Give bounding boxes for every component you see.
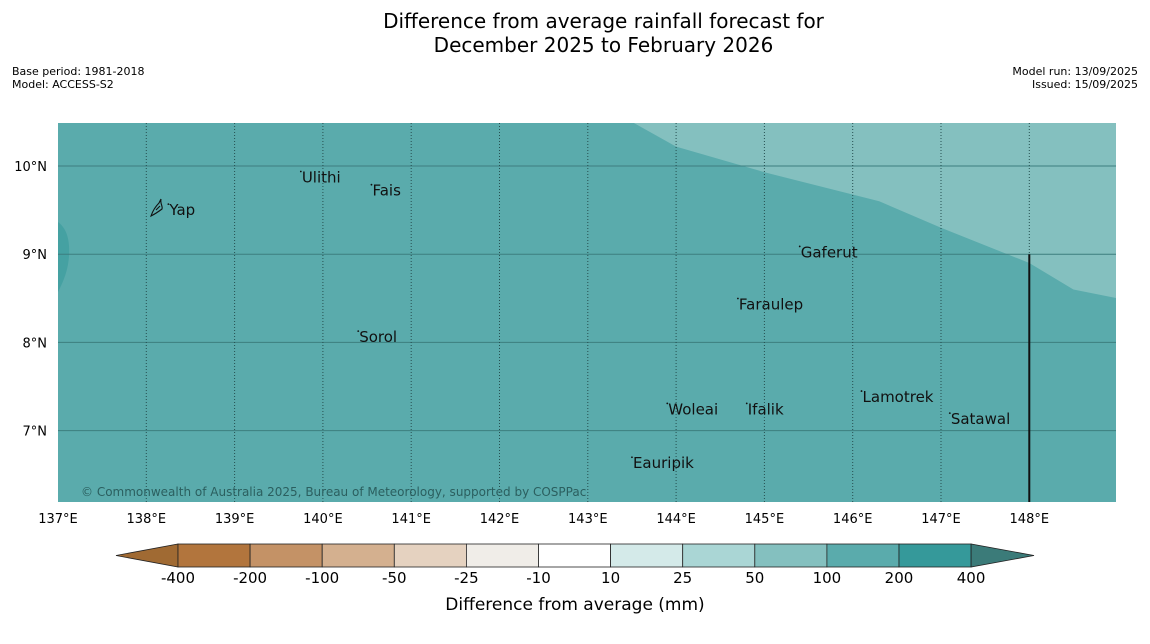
place-label: Eauripik [633, 454, 694, 472]
lon-tick-label: 145°E [745, 512, 785, 527]
longitude-tick-labels: 137°E 138°E 139°E 140°E 141°E 142°E 143°E 144°E… [38, 512, 1049, 527]
legend-tick-labels: -400 -200 -100 -50 -25 -10 10 25 50 100 200 400 [161, 569, 985, 587]
legend-tick-label: 10 [601, 569, 620, 587]
title-line-1: Difference from average rainfall forecas… [383, 9, 824, 33]
lat-tick-label: 8°N [23, 336, 48, 351]
lon-tick-label: 139°E [215, 512, 255, 527]
lon-tick-label: 144°E [656, 512, 696, 527]
copyright-text: © Commonwealth of Australia 2025, Bureau… [81, 485, 586, 499]
lon-tick-label: 148°E [1010, 512, 1050, 527]
lon-tick-label: 147°E [921, 512, 961, 527]
lon-tick-label: 138°E [127, 512, 167, 527]
place-label: Ulithi [302, 168, 341, 186]
west-edge-region [58, 222, 70, 292]
latitude-tick-labels: 10°N 9°N 8°N 7°N [14, 160, 47, 440]
legend-tick-label: -200 [233, 569, 267, 587]
place-labels: Ulithi Fais Yap Gaferut Faraulep Sorol Lamotre… [167, 168, 1010, 472]
place-marker [745, 402, 748, 405]
legend-tick-label: -50 [382, 569, 407, 587]
place-marker [948, 412, 951, 415]
lat-tick-label: 7°N [23, 425, 48, 440]
legend-swatch-max [970, 543, 1035, 568]
legend-swatch [610, 543, 684, 568]
place-marker [370, 183, 373, 186]
legend-swatch [898, 543, 972, 568]
model-run-info: Model run: 13/09/2025 Issued: 15/09/2025 [1012, 65, 1138, 91]
legend-tick-label: 50 [745, 569, 764, 587]
lon-tick-label: 141°E [391, 512, 431, 527]
legend-swatch [393, 543, 467, 568]
legend-tick-label: 200 [885, 569, 914, 587]
place-label: Woleai [668, 400, 718, 418]
legend-swatch [465, 543, 539, 568]
place-marker [737, 297, 739, 300]
legend-tick-label: 400 [957, 569, 986, 587]
legend-tick-label: 25 [673, 569, 692, 587]
lon-tick-label: 142°E [480, 512, 520, 527]
place-marker [666, 402, 669, 405]
base-period-text: Base period: 1981-2018 [12, 65, 145, 78]
legend-swatch [321, 543, 395, 568]
place-marker [167, 203, 170, 206]
wetter-region [633, 123, 1116, 298]
place-label: Lamotrek [863, 388, 934, 406]
place-marker [798, 245, 801, 248]
lat-tick-label: 10°N [14, 160, 47, 175]
lat-tick-label: 9°N [23, 248, 48, 263]
lon-tick-label: 137°E [38, 512, 78, 527]
place-marker [860, 390, 863, 392]
legend-swatch [249, 543, 323, 568]
legend-tick-label: -100 [305, 569, 339, 587]
legend-swatch [682, 543, 756, 568]
legend-tick-label: -10 [526, 569, 551, 587]
model-run-text: Model run: 13/09/2025 [1012, 65, 1138, 78]
legend-swatch [177, 543, 251, 568]
legend-label: Difference from average (mm) [445, 595, 704, 615]
chart-title: Difference from average rainfall forecas… [0, 9, 1150, 57]
issued-text: Issued: 15/09/2025 [1031, 78, 1138, 91]
lon-tick-label: 140°E [303, 512, 343, 527]
place-marker [631, 456, 633, 459]
place-label: Gaferut [801, 243, 858, 261]
place-label: Yap [168, 201, 195, 219]
lon-tick-label: 146°E [833, 512, 873, 527]
legend-tick-label: -25 [454, 569, 479, 587]
place-marker [299, 170, 302, 173]
place-label: Satawal [951, 410, 1010, 428]
place-marker [357, 330, 360, 333]
legend-swatch-min [115, 543, 179, 568]
longitude-gridlines [145, 123, 1030, 502]
rainfall-map: Ulithi Fais Yap Gaferut Faraulep Sorol Lamotre… [14, 123, 1116, 527]
lon-tick-label: 143°E [568, 512, 608, 527]
place-label: Fais [372, 182, 401, 200]
legend-swatch [754, 543, 828, 568]
legend-swatches [115, 543, 1035, 568]
legend-tick-label: -400 [161, 569, 195, 587]
model-text: Model: ACCESS-S2 [12, 78, 114, 91]
legend-swatch [826, 543, 900, 568]
base-period-info: Base period: 1981-2018 Model: ACCESS-S2 [12, 65, 144, 91]
place-label: Faraulep [739, 295, 803, 313]
place-label: Sorol [359, 328, 397, 346]
legend-swatch [538, 543, 611, 568]
place-label: Ifalik [748, 400, 784, 418]
title-line-2: December 2025 to February 2026 [433, 33, 774, 57]
legend-tick-label: 100 [813, 569, 842, 587]
yap-island-outline [150, 198, 163, 218]
